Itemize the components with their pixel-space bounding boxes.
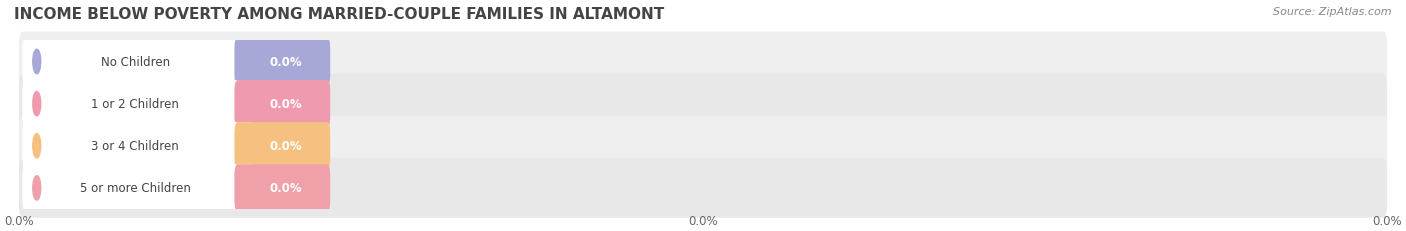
FancyBboxPatch shape (18, 74, 1388, 134)
Text: 3 or 4 Children: 3 or 4 Children (91, 140, 179, 153)
FancyBboxPatch shape (22, 164, 254, 212)
FancyBboxPatch shape (235, 39, 330, 86)
Text: 5 or more Children: 5 or more Children (80, 182, 191, 195)
Text: Source: ZipAtlas.com: Source: ZipAtlas.com (1274, 7, 1392, 17)
FancyBboxPatch shape (22, 39, 254, 86)
FancyBboxPatch shape (22, 81, 254, 128)
Circle shape (32, 92, 41, 116)
FancyBboxPatch shape (18, 158, 1388, 218)
Text: 0.0%: 0.0% (270, 56, 302, 69)
Text: 0.0%: 0.0% (270, 98, 302, 111)
FancyBboxPatch shape (18, 32, 1388, 92)
Text: 0.0%: 0.0% (270, 140, 302, 153)
Circle shape (32, 176, 41, 200)
FancyBboxPatch shape (235, 164, 330, 212)
FancyBboxPatch shape (18, 116, 1388, 176)
FancyBboxPatch shape (235, 81, 330, 128)
Text: 0.0%: 0.0% (270, 182, 302, 195)
Text: INCOME BELOW POVERTY AMONG MARRIED-COUPLE FAMILIES IN ALTAMONT: INCOME BELOW POVERTY AMONG MARRIED-COUPL… (14, 7, 664, 22)
Circle shape (32, 134, 41, 158)
Text: No Children: No Children (101, 56, 170, 69)
FancyBboxPatch shape (235, 123, 330, 170)
FancyBboxPatch shape (22, 123, 254, 170)
Text: 1 or 2 Children: 1 or 2 Children (91, 98, 179, 111)
Circle shape (32, 50, 41, 74)
